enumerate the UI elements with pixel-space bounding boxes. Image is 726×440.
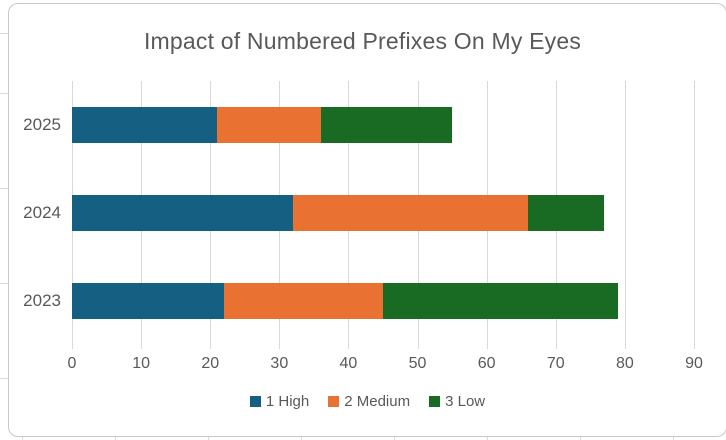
x-axis-tick-label: 30	[270, 355, 289, 372]
bar-segment-2023-1-high[interactable]	[72, 283, 225, 319]
legend-label: 3 Low	[445, 393, 486, 410]
bar-segment-2025-2-medium[interactable]	[217, 107, 321, 143]
x-axis-tick-label: 20	[201, 355, 220, 372]
x-axis-tick-label: 0	[67, 355, 77, 372]
legend-label: 1 High	[265, 393, 310, 410]
bar-segment-2023-2-medium[interactable]	[224, 283, 383, 319]
y-axis-label-2025: 2025	[23, 115, 61, 134]
plot-area: 0 10 20 30 40 50 60 70 80 90 2025 2024 2023	[9, 4, 726, 436]
bar-segment-2025-1-high[interactable]	[72, 107, 218, 143]
x-axis-tick-label: 40	[339, 355, 358, 372]
x-axis-tick-label: 60	[477, 355, 496, 372]
chart-object[interactable]: Impact of Numbered Prefixes On My Eyes 0…	[8, 3, 726, 437]
worksheet-column-gridlines	[0, 434, 726, 440]
worksheet-row-gridlines	[0, 0, 9, 440]
bar-segment-2025-3-low[interactable]	[320, 107, 453, 143]
y-axis-label-2023: 2023	[23, 291, 61, 310]
x-axis-tick-label: 50	[408, 355, 427, 372]
legend-swatch-icon	[249, 396, 261, 407]
y-axis-label-2024: 2024	[23, 203, 61, 222]
bar-segment-2024-1-high[interactable]	[72, 195, 294, 231]
x-axis-tick-label: 70	[546, 355, 565, 372]
legend-item-3-low[interactable]: 3 Low	[429, 393, 485, 410]
bar-segment-2024-2-medium[interactable]	[293, 195, 529, 231]
bar-segment-2023-3-low[interactable]	[383, 283, 618, 319]
legend-item-2-medium[interactable]: 2 Medium	[328, 393, 410, 410]
gridline-80	[624, 81, 626, 349]
legend-swatch-icon	[429, 396, 441, 407]
x-axis-tick-label: 90	[685, 355, 703, 372]
chart-title[interactable]: Impact of Numbered Prefixes On My Eyes	[143, 28, 582, 54]
x-axis-tick-label: 10	[132, 355, 150, 372]
legend-label: 2 Medium	[344, 393, 411, 410]
legend: 1 High 2 Medium 3 Low	[9, 393, 726, 410]
gridline-90	[694, 81, 695, 349]
legend-swatch-icon	[328, 396, 340, 407]
bar-segment-2024-3-low[interactable]	[528, 195, 605, 231]
legend-item-1-high[interactable]: 1 High	[249, 393, 310, 410]
x-axis-tick-label: 80	[615, 355, 634, 372]
